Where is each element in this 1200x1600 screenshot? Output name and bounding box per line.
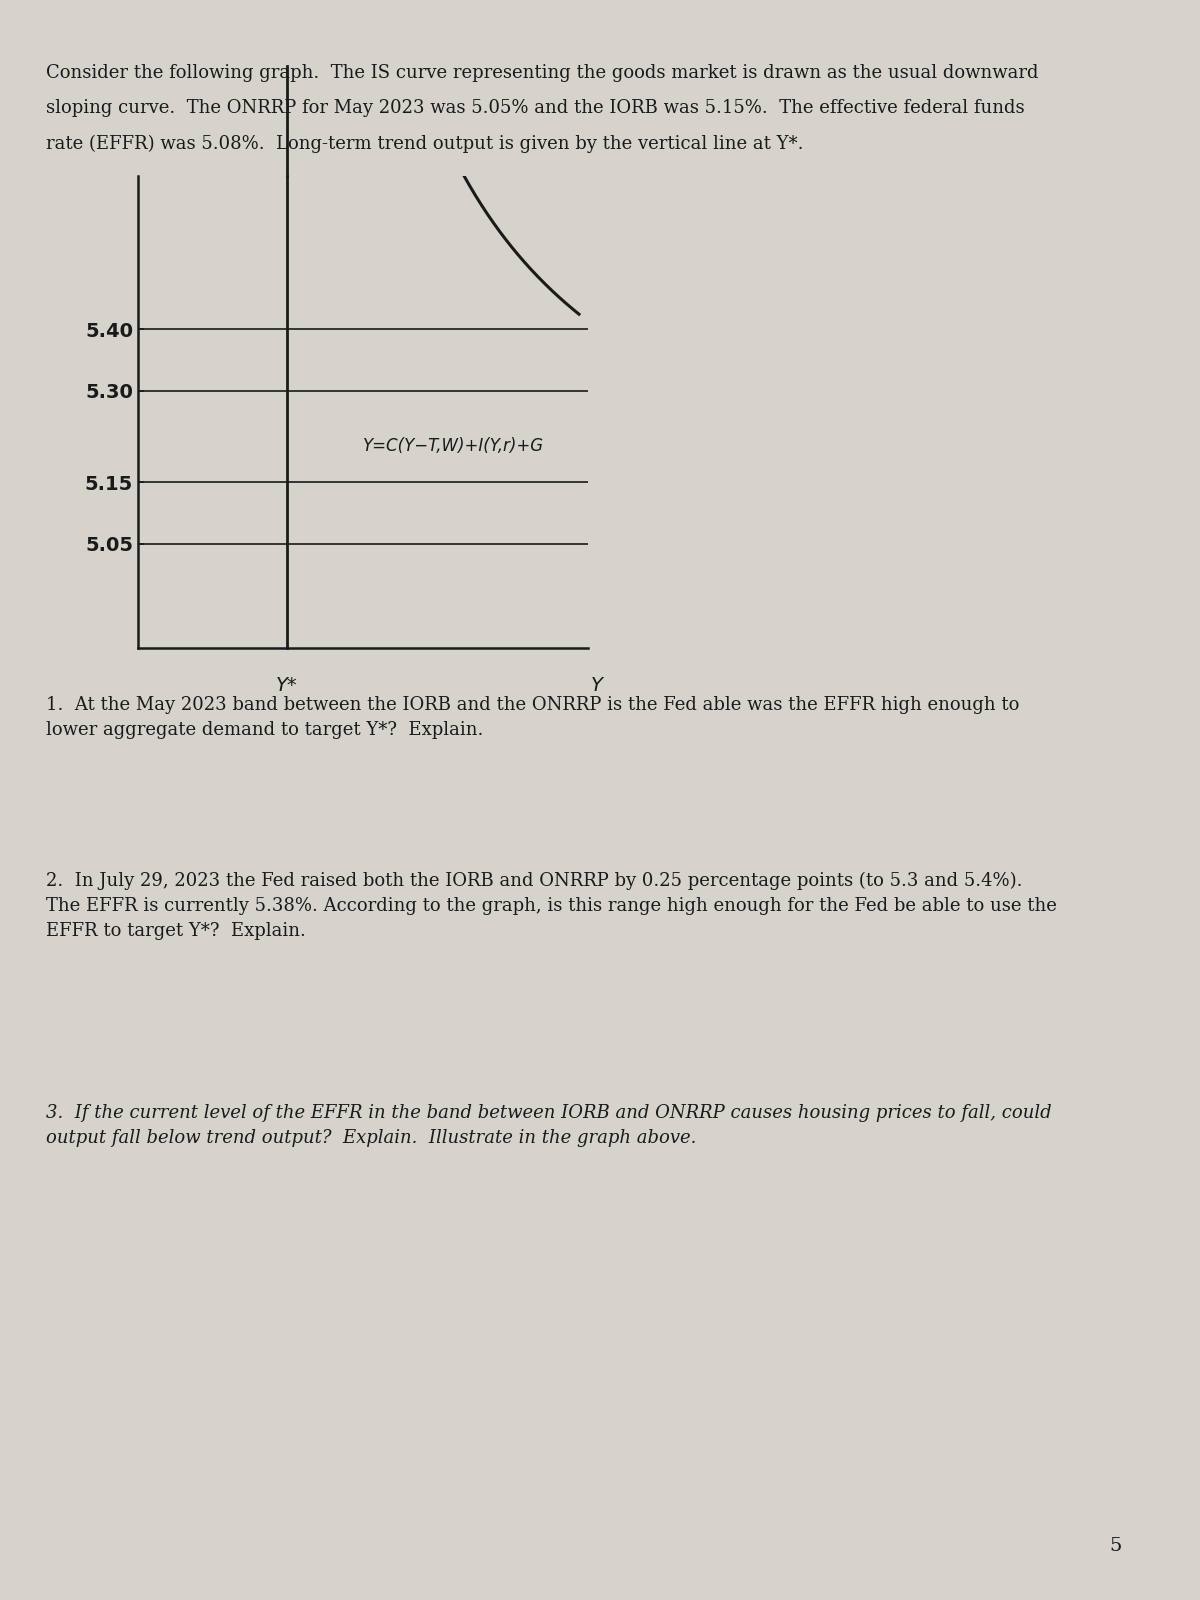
Text: 3.  If the current level of the EFFR in the band between IORB and ONRRP causes h: 3. If the current level of the EFFR in t… (46, 1104, 1051, 1147)
Text: rate (EFFR) was 5.08%.  Long-term trend output is given by the vertical line at : rate (EFFR) was 5.08%. Long-term trend o… (46, 134, 803, 152)
Text: Y: Y (592, 675, 602, 694)
Text: Consider the following graph.  The IS curve representing the goods market is dra: Consider the following graph. The IS cur… (46, 64, 1038, 82)
Text: sloping curve.  The ONRRP for May 2023 was 5.05% and the IORB was 5.15%.  The ef: sloping curve. The ONRRP for May 2023 wa… (46, 99, 1025, 117)
Text: 1.  At the May 2023 band between the IORB and the ONRRP is the Fed able was the : 1. At the May 2023 band between the IORB… (46, 696, 1019, 739)
Text: 5: 5 (1110, 1538, 1122, 1555)
Text: Y*: Y* (276, 675, 298, 694)
Text: 2.  In July 29, 2023 the Fed raised both the IORB and ONRRP by 0.25 percentage p: 2. In July 29, 2023 the Fed raised both … (46, 872, 1056, 941)
Text: Y=C(Y−T,W)+I(Y,r)+G: Y=C(Y−T,W)+I(Y,r)+G (364, 437, 544, 454)
